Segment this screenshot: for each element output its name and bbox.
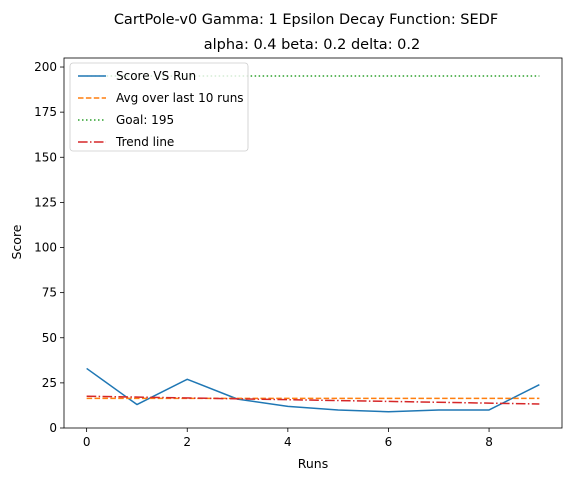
series-line-4 [86,395,540,405]
x-tick-label: 8 [485,435,493,449]
x-tick-label: 2 [183,435,191,449]
plot-frame [63,57,563,429]
y-tick-label: 150 [34,150,57,164]
y-tick-label: 175 [34,105,57,119]
chart-title-line-1: CartPole-v0 Gamma: 1 Epsilon Decay Funct… [114,12,498,28]
x-tick-label: 0 [83,435,91,449]
y-tick-label: 75 [42,286,57,300]
y-tick-label: 50 [42,331,57,345]
y-tick-label: 125 [34,195,57,209]
y-tick-label: 100 [34,241,57,255]
legend-label-1: Score VS Run [116,69,196,83]
y-tick-label: 200 [34,60,57,74]
chart-title-line-2: alpha: 0.4 beta: 0.2 delta: 0.2 [204,37,421,53]
legend-label-3: Goal: 195 [116,113,174,127]
legend-label-4: Trend line [115,135,174,149]
legend-label-2: Avg over last 10 runs [116,91,244,105]
x-tick-label: 4 [284,435,292,449]
y-axis-label: Score [9,224,24,259]
x-tick-label: 6 [385,435,393,449]
x-axis-label: Runs [298,456,328,471]
legend-box [69,62,249,152]
series-layer [86,75,540,413]
series-line-1 [86,367,540,413]
y-tick-label: 25 [42,376,57,390]
axes-layer: 0 2 4 6 8 0 25 50 75 100 125 150 175 200 [34,57,563,449]
y-tick-label: 0 [49,421,57,435]
legend: Score VS Run Avg over last 10 runs Goal: 1… [69,62,249,152]
